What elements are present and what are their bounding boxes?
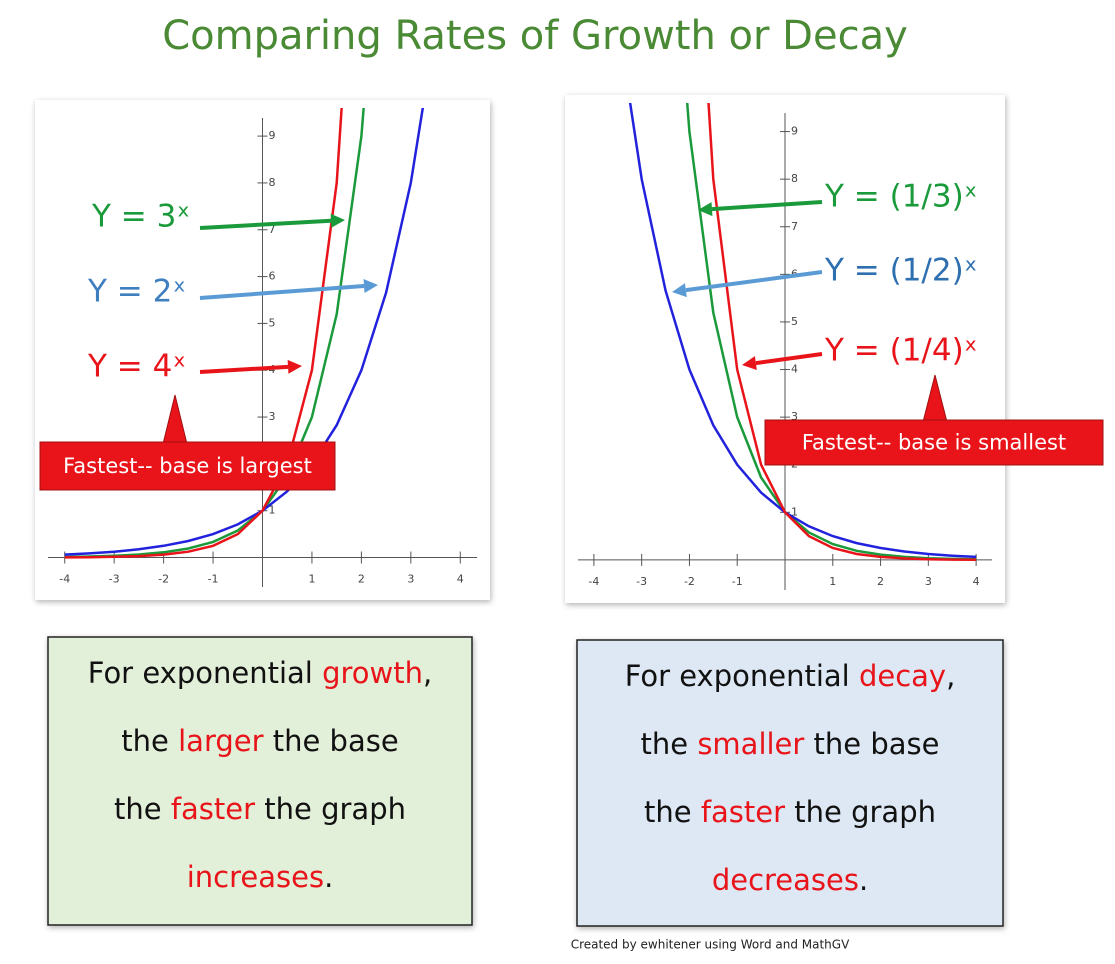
page-title: Comparing Rates of Growth or Decay <box>162 13 908 59</box>
y-tick-label: 1 <box>791 505 798 518</box>
arrow-head <box>672 283 687 298</box>
y-tick-label: 9 <box>791 125 798 138</box>
x-tick-label: -4 <box>588 575 599 588</box>
x-tick-label: 2 <box>358 573 365 586</box>
arrow <box>711 200 823 212</box>
series-label: Y = (1/2)ˣ <box>824 253 977 289</box>
x-tick-label: 3 <box>925 575 932 588</box>
text-line: decreases. <box>712 863 868 897</box>
series-label: Y = (1/4)ˣ <box>824 333 977 369</box>
series-label: Y = 4ˣ <box>87 349 186 385</box>
y-tick-label: 3 <box>791 410 798 423</box>
y-tick-label: 3 <box>269 410 276 423</box>
arrow-head <box>287 359 302 374</box>
text-line: increases. <box>187 860 334 894</box>
y-tick-label: 7 <box>269 223 276 236</box>
text-line: For exponential growth, <box>88 656 432 690</box>
arrow <box>199 218 332 230</box>
x-tick-label: -2 <box>684 575 695 588</box>
x-tick-label: 1 <box>308 573 315 586</box>
x-tick-label: 3 <box>407 573 414 586</box>
series-label: Y = 2ˣ <box>87 274 186 310</box>
x-tick-label: -4 <box>59 573 70 586</box>
y-tick-label: 1 <box>269 504 276 517</box>
text-segment: the graph <box>785 795 936 829</box>
y-tick-label: 8 <box>791 172 798 185</box>
arrow-head <box>698 202 713 217</box>
text-segment: , <box>946 659 955 693</box>
text-line: the smaller the base <box>641 727 940 761</box>
y-tick-label: 4 <box>791 363 798 376</box>
text-segment: . <box>859 863 868 897</box>
x-tick-label: 4 <box>973 575 980 588</box>
text-segment: the graph <box>255 792 406 826</box>
arrow <box>755 352 823 366</box>
text-line: the larger the base <box>121 724 398 758</box>
y-tick-label: 6 <box>269 270 276 283</box>
x-tick-label: -3 <box>636 575 647 588</box>
text-box <box>47 636 473 926</box>
text-segment: decreases <box>712 863 859 897</box>
callout-text: Fastest-- base is smallest <box>802 431 1066 455</box>
x-tick-label: 2 <box>877 575 884 588</box>
series-label: Y = 3ˣ <box>91 199 190 235</box>
plot-area <box>64 108 425 559</box>
text-segment: the <box>641 727 698 761</box>
text-line: the faster the graph <box>114 792 406 826</box>
arrow <box>199 284 365 300</box>
arrow-head <box>742 356 757 371</box>
x-tick-label: -2 <box>158 573 169 586</box>
x-tick-label: 1 <box>829 575 836 588</box>
callout-box <box>764 419 1104 466</box>
arrow-head <box>363 279 378 294</box>
text-line: the faster the graph <box>644 795 936 829</box>
text-segment: the <box>644 795 701 829</box>
y-tick-label: 5 <box>791 315 798 328</box>
text-segment: decay <box>859 659 946 693</box>
callout-box <box>39 441 336 491</box>
text-segment: the base <box>264 724 399 758</box>
text-segment: the base <box>804 727 939 761</box>
y-tick-label: 7 <box>791 220 798 233</box>
text-segment: . <box>324 860 333 894</box>
arrow-head <box>330 213 345 228</box>
x-tick-label: 4 <box>457 573 464 586</box>
x-tick-label: -1 <box>208 573 219 586</box>
text-segment: the <box>121 724 178 758</box>
series-line <box>707 103 977 561</box>
series-label: Y = (1/3)ˣ <box>824 179 977 215</box>
y-tick-label: 9 <box>269 129 276 142</box>
plot-area <box>628 103 977 561</box>
text-segment: the <box>114 792 171 826</box>
credit: Created by ewhitener using Word and Math… <box>571 938 850 952</box>
text-line: For exponential decay, <box>625 659 956 693</box>
y-tick-label: 8 <box>269 176 276 189</box>
text-segment: smaller <box>697 727 804 761</box>
text-segment: , <box>423 656 432 690</box>
text-box <box>576 639 1004 927</box>
arrow <box>685 270 823 293</box>
text-segment: growth <box>322 656 423 690</box>
x-tick-label: -3 <box>109 573 120 586</box>
callout-text: Fastest-- base is largest <box>63 454 312 478</box>
text-segment: faster <box>171 792 255 826</box>
text-segment: faster <box>701 795 785 829</box>
text-segment: For exponential <box>88 656 322 690</box>
text-segment: increases <box>187 860 324 894</box>
x-tick-label: -1 <box>732 575 743 588</box>
arrow <box>199 364 289 374</box>
text-segment: larger <box>178 724 263 758</box>
series-line <box>64 108 343 559</box>
y-tick-label: 5 <box>269 316 276 329</box>
text-segment: For exponential <box>625 659 859 693</box>
